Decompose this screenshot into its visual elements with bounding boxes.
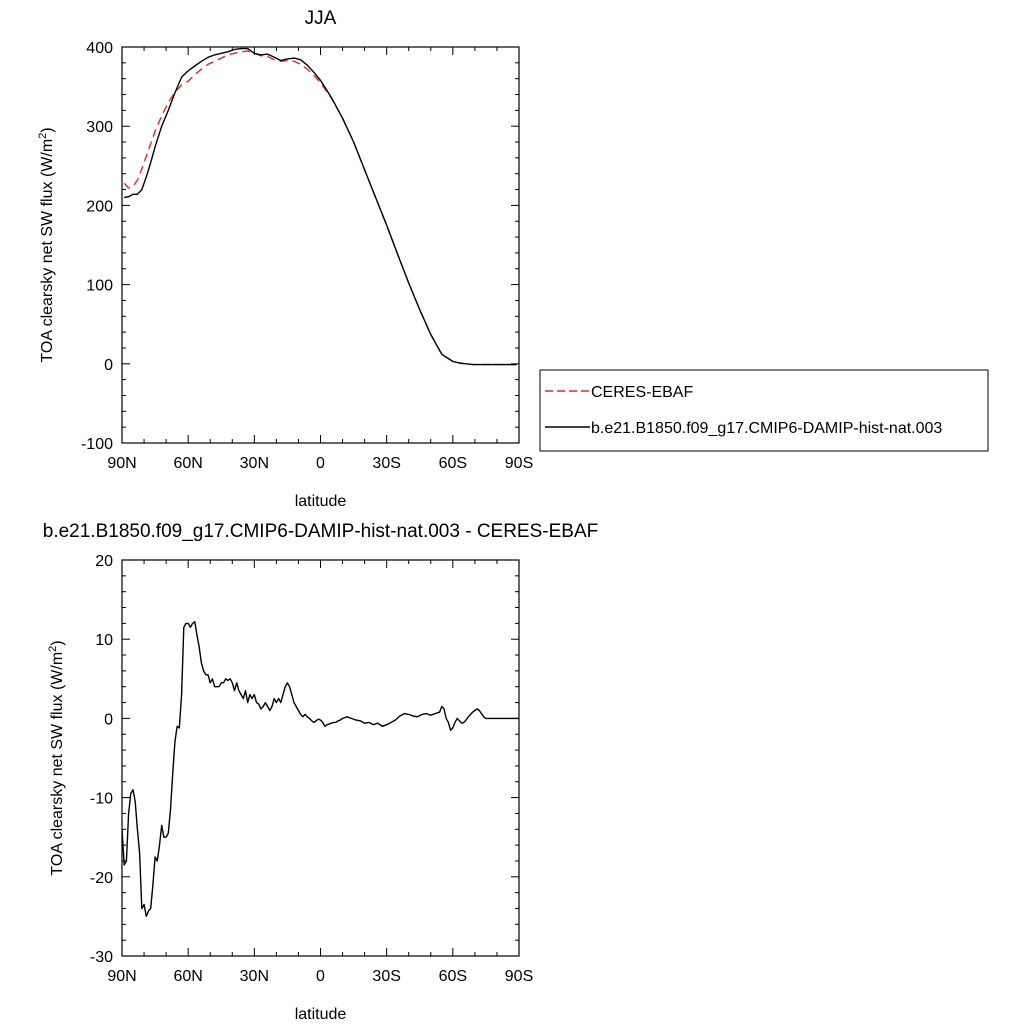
y-tick-label: -30	[90, 949, 113, 966]
legend: CERES-EBAF b.e21.B1850.f09_g17.CMIP6-DAM…	[539, 369, 989, 452]
x-tick-label: 90N	[107, 455, 136, 472]
bottom-chart-title: b.e21.B1850.f09_g17.CMIP6-DAMIP-hist-nat…	[43, 521, 598, 542]
x-tick-label: 30N	[240, 968, 269, 985]
x-tick-label: 60S	[439, 455, 467, 472]
bottom-tick-labels: 90N 60N 30N 0 30S 60S 90S -30 -20 -10 0 10 20	[90, 553, 533, 985]
x-tick-label: 30S	[372, 455, 400, 472]
y-tick-label: 0	[104, 357, 113, 374]
top-series-lines	[123, 47, 517, 366]
x-tick-label: 30S	[372, 968, 400, 985]
y-tick-label: 300	[86, 119, 113, 136]
legend-label-model: b.e21.B1850.f09_g17.CMIP6-DAMIP-hist-nat…	[591, 420, 942, 437]
y-tick-label: 0	[104, 711, 113, 728]
x-tick-label: 30N	[240, 455, 269, 472]
top-chart-title: JJA	[305, 8, 337, 29]
y-tick-label: -10	[90, 791, 113, 808]
bottom-ticks	[121, 559, 520, 957]
y-tick-label: -20	[90, 870, 113, 887]
bottom-plot-frame	[121, 559, 520, 957]
top-plot-frame	[121, 46, 520, 444]
series-line-model	[124, 47, 517, 366]
x-tick-label: 60N	[173, 968, 202, 985]
y-tick-label: 100	[86, 278, 113, 295]
x-tick-label: 90S	[505, 968, 533, 985]
legend-label-ceres: CERES-EBAF	[591, 384, 693, 401]
bottom-x-axis-label: latitude	[295, 1006, 347, 1023]
x-tick-label: 0	[316, 968, 325, 985]
top-y-axis-label: TOA clearsky net SW flux (W/m2)	[37, 127, 56, 362]
bottom-panel: b.e21.B1850.f09_g17.CMIP6-DAMIP-hist-nat…	[43, 521, 598, 1023]
x-tick-label: 90S	[505, 455, 533, 472]
y-tick-label: -100	[81, 436, 113, 453]
x-tick-label: 90N	[107, 968, 136, 985]
legend-box	[539, 369, 989, 452]
top-ticks	[121, 46, 520, 444]
y-tick-label: 10	[95, 632, 113, 649]
y-tick-label: 20	[95, 553, 113, 570]
top-x-axis-label: latitude	[295, 493, 347, 510]
series-line-model	[121, 621, 519, 918]
x-tick-label: 60N	[173, 455, 202, 472]
y-tick-label: 200	[86, 198, 113, 215]
top-tick-labels: 90N 60N 30N 0 30S 60S 90S -100 0 100 200 300 400	[81, 40, 533, 472]
y-tick-label: 400	[86, 40, 113, 57]
top-panel: JJA 90N 60N 30N 0 30S 60S 90S -100 0 100 200 300 400…	[37, 8, 533, 510]
x-tick-label: 0	[316, 455, 325, 472]
bottom-y-axis-label: TOA clearsky net SW flux (W/m2)	[47, 640, 66, 875]
x-tick-label: 60S	[439, 968, 467, 985]
bottom-series-lines	[121, 621, 519, 918]
series-line-ceres	[123, 50, 517, 366]
